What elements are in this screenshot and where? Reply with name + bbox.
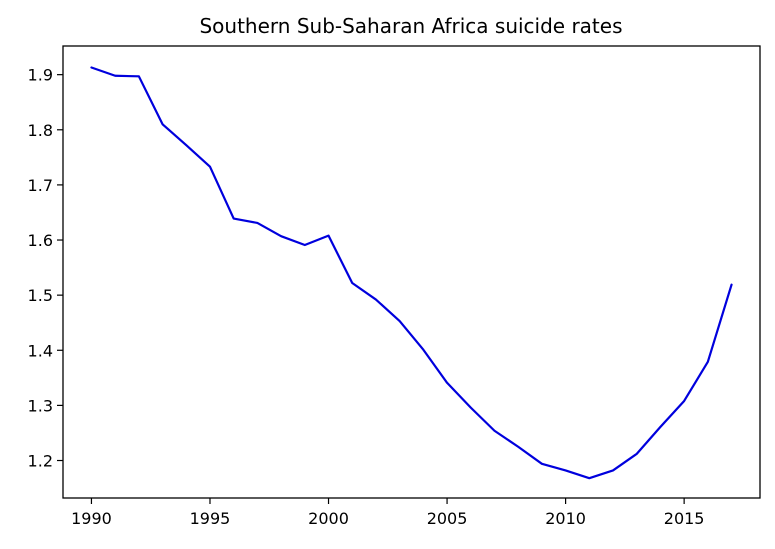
x-tick-label: 1990 — [71, 509, 112, 528]
y-tick-label: 1.9 — [28, 66, 53, 85]
y-tick-label: 1.2 — [28, 452, 53, 471]
x-axis: 1990 1995 2000 2005 2010 2015 — [71, 498, 704, 528]
x-tick-label: 2010 — [545, 509, 586, 528]
plot-frame — [62, 45, 761, 499]
chart-title: Southern Sub-Saharan Africa suicide rate… — [199, 14, 622, 38]
y-tick-label: 1.7 — [28, 176, 53, 195]
plot-area — [90, 66, 733, 480]
y-tick-label: 1.4 — [28, 341, 53, 360]
x-tick-label: 1995 — [190, 509, 231, 528]
y-axis: 1.2 1.3 1.4 1.5 1.6 1.7 1.8 1.9 — [28, 66, 63, 471]
x-tick-label: 2015 — [664, 509, 705, 528]
y-tick-label: 1.6 — [28, 231, 53, 250]
series-line — [90, 66, 733, 480]
y-tick-label: 1.8 — [28, 121, 53, 140]
y-tick-label: 1.5 — [28, 286, 53, 305]
x-tick-label: 2005 — [427, 509, 468, 528]
x-tick-label: 2000 — [308, 509, 349, 528]
y-tick-label: 1.3 — [28, 396, 53, 415]
